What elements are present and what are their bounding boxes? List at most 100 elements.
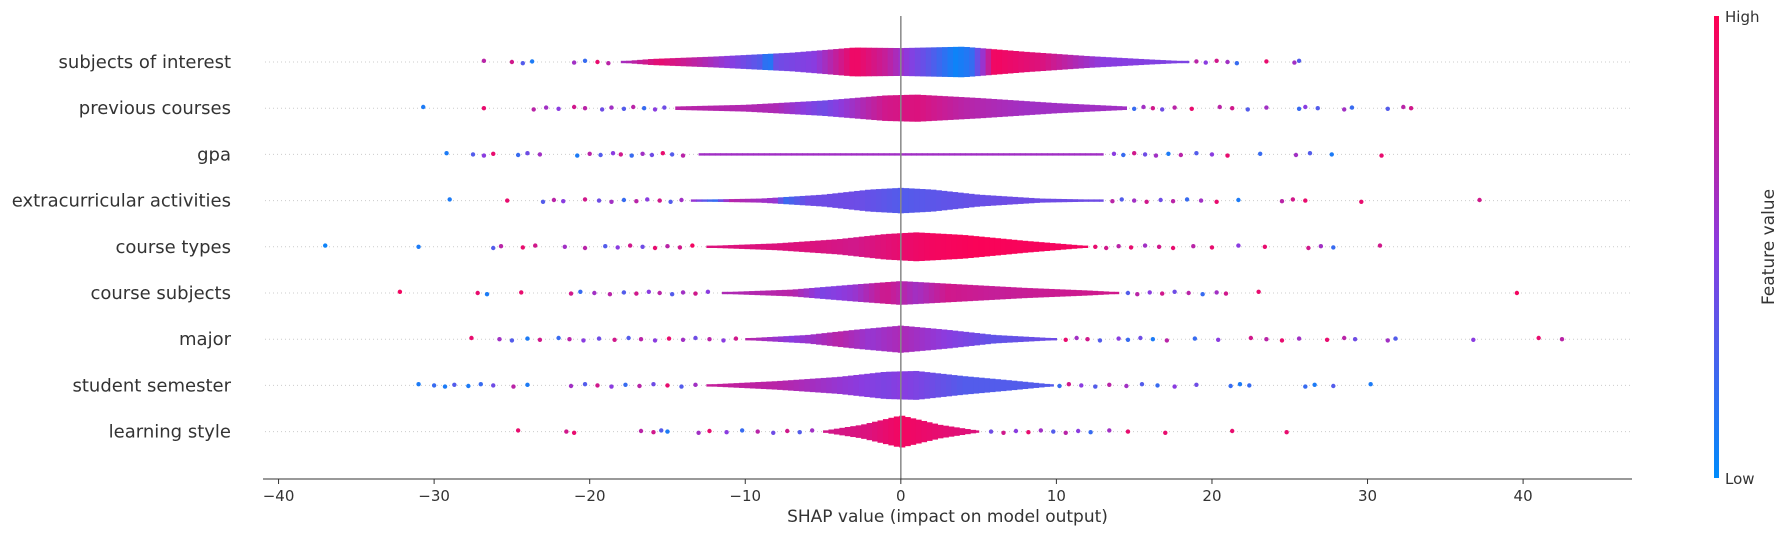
violin-slice-student-semester <box>951 375 958 396</box>
violin-slice-course-types <box>935 233 942 261</box>
violin-slice-course-types <box>1043 242 1050 251</box>
violin-slice-subjects-of-interest <box>914 47 921 77</box>
point-student-semester <box>1066 382 1072 387</box>
point-major <box>1097 338 1103 343</box>
violin-slice-course-types <box>1016 240 1023 254</box>
violin-slice-extracurricular-activities <box>783 196 790 205</box>
point-learning-style <box>515 428 521 433</box>
point-gpa <box>1225 153 1230 158</box>
violin-slice-previous-courses <box>1094 105 1101 112</box>
violin-slice-subjects-of-interest <box>963 46 970 78</box>
violin-slice-extracurricular-activities <box>788 196 795 205</box>
violin-slice-previous-courses <box>811 101 818 116</box>
violin-slice-subjects-of-interest <box>1061 54 1068 70</box>
violin-slice-student-semester <box>788 380 795 391</box>
violin-slice-course-types <box>994 238 1001 256</box>
violin-slice-major <box>946 330 953 349</box>
point-major <box>1536 335 1541 341</box>
violin-slice-student-semester <box>913 370 920 400</box>
violin-slice-course-types <box>1076 245 1083 249</box>
violin-slice-course-types <box>1033 241 1040 252</box>
violin-slice-course-subjects <box>1064 289 1071 297</box>
point-student-semester <box>1331 383 1336 389</box>
point-extracurricular-activities <box>1119 197 1124 202</box>
point-extracurricular-activities <box>1184 197 1190 202</box>
violin-slice-previous-courses <box>686 106 693 111</box>
point-course-subjects <box>1256 289 1261 294</box>
violin-slice-gpa <box>976 153 983 156</box>
point-major <box>1192 336 1198 341</box>
violin-slice-major <box>777 336 784 342</box>
violin-slice-student-semester <box>978 377 985 394</box>
violin-slice-major <box>745 338 752 341</box>
point-course-types <box>562 244 568 249</box>
violin-slice-subjects-of-interest <box>697 57 704 67</box>
x-tick-label: 10 <box>1047 487 1066 505</box>
violin-slice-major <box>903 326 910 353</box>
point-gpa <box>1121 152 1126 158</box>
point-course-subjects <box>1147 290 1152 295</box>
violin-slice-major <box>908 326 915 352</box>
point-subjects-of-interest <box>595 59 600 65</box>
point-student-semester <box>466 383 471 389</box>
violin-slice-previous-courses <box>784 102 791 114</box>
violin-slice-previous-courses <box>1116 106 1123 111</box>
violin-slice-course-types <box>1087 245 1089 248</box>
violin-slice-student-semester <box>793 379 800 392</box>
violin-slice-previous-courses <box>740 104 747 112</box>
violin-slice-subjects-of-interest <box>903 47 910 77</box>
point-course-types <box>498 244 504 249</box>
violin-slice-major <box>750 337 757 341</box>
point-course-types <box>1306 245 1311 251</box>
point-student-semester <box>1172 384 1177 389</box>
violin-slice-course-subjects <box>787 289 794 297</box>
violin-slice-subjects-of-interest <box>974 47 981 77</box>
violin-slice-gpa <box>932 153 939 156</box>
point-extracurricular-activities <box>1110 199 1115 204</box>
violin-slice-extracurricular-activities <box>690 199 697 202</box>
violin-slice-extracurricular-activities <box>718 199 725 202</box>
point-learning-style <box>1107 428 1112 433</box>
point-student-semester <box>651 382 656 387</box>
point-student-semester <box>1247 383 1252 388</box>
violin-slice-gpa <box>987 153 994 156</box>
violin-slice-student-semester <box>940 373 947 397</box>
violin-slice-previous-courses <box>1050 102 1057 114</box>
violin-slice-extracurricular-activities <box>756 198 763 203</box>
violin-slice-subjects-of-interest <box>947 46 954 78</box>
point-learning-style <box>638 428 644 434</box>
violin-slice-student-semester <box>1027 382 1034 389</box>
violin-slice-previous-courses <box>1110 105 1117 111</box>
violin-slice-course-subjects <box>983 285 990 301</box>
point-extracurricular-activities <box>1131 198 1137 203</box>
violin-slice-course-types <box>777 243 784 251</box>
point-course-subjects <box>1223 291 1229 296</box>
violin-slice-subjects-of-interest <box>626 60 633 64</box>
point-course-types <box>1142 243 1148 248</box>
point-course-types <box>1262 244 1268 249</box>
point-student-semester <box>1107 382 1112 387</box>
violin-slice-extracurricular-activities <box>919 189 926 213</box>
violin-slice-extracurricular-activities <box>707 199 714 202</box>
violin-slice-subjects-of-interest <box>653 58 660 66</box>
violin-slice-extracurricular-activities <box>990 195 997 206</box>
violin-slice-subjects-of-interest <box>707 56 714 68</box>
point-gpa <box>481 153 487 158</box>
point-course-subjects <box>1200 292 1205 297</box>
violin-slice-course-subjects <box>738 291 745 295</box>
violin-slice-gpa <box>1057 153 1064 156</box>
point-subjects-of-interest <box>1203 60 1208 65</box>
violin-slice-gpa <box>905 153 912 156</box>
point-major <box>525 336 530 341</box>
violin-slice-subjects-of-interest <box>1105 57 1112 67</box>
point-extracurricular-activities <box>540 199 546 204</box>
point-student-semester <box>1057 383 1062 389</box>
violin-slice-course-subjects <box>836 285 843 301</box>
violin-slice-subjects-of-interest <box>1165 60 1172 64</box>
colorbar-high-label: High <box>1725 8 1759 26</box>
point-previous-courses <box>1229 106 1235 111</box>
point-course-subjects <box>1514 290 1520 296</box>
violin-slice-extracurricular-activities <box>1039 198 1046 203</box>
violin-slice-previous-courses <box>860 97 867 120</box>
violin-slice-student-semester <box>847 375 854 396</box>
